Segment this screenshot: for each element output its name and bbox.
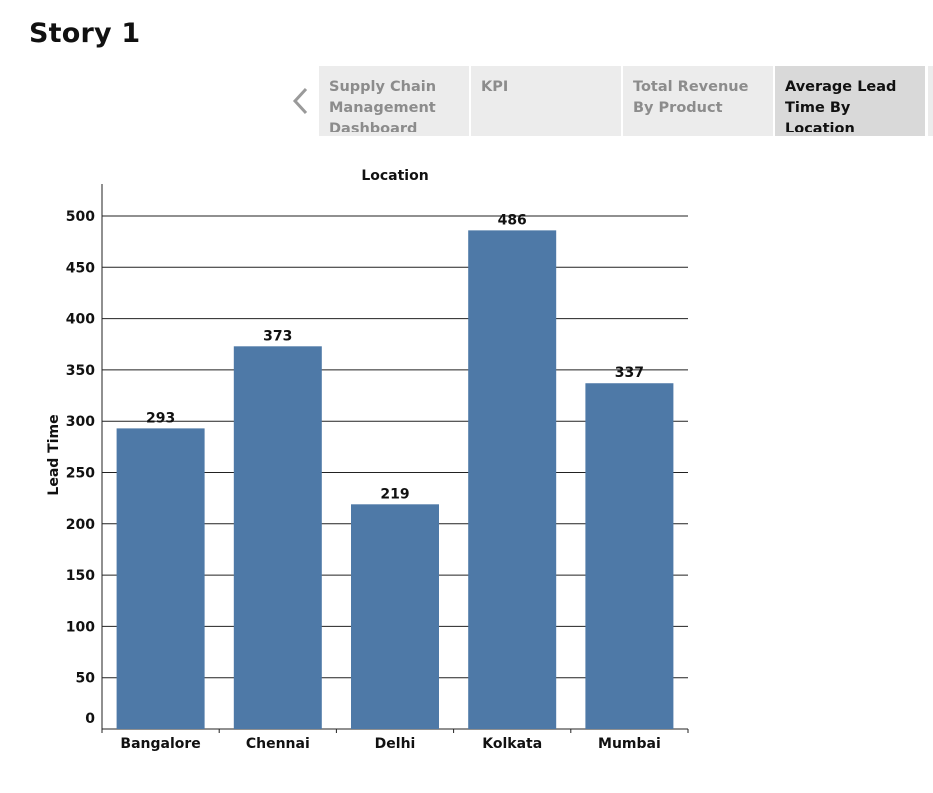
y-tick-label: 350: [66, 363, 95, 379]
y-tick-label: 450: [66, 260, 95, 276]
data-label: 219: [380, 486, 409, 502]
tab-kpi[interactable]: KPI: [471, 66, 621, 136]
tab-label: Average Lead Time By Location: [785, 79, 897, 132]
previous-tab-button[interactable]: [284, 76, 318, 126]
y-tick-label: 250: [66, 466, 95, 482]
y-tick-label: 50: [76, 671, 96, 687]
y-tick-label: 150: [66, 568, 95, 584]
y-tick-label: 200: [66, 517, 95, 533]
bar: [233, 346, 322, 729]
y-axis-label: Lead Time: [46, 414, 62, 495]
data-label: 373: [263, 328, 292, 344]
tab-overflow-edge: [928, 66, 933, 136]
data-label: 293: [146, 410, 175, 426]
chart-title: Location: [361, 168, 428, 184]
x-tick-label: Kolkata: [482, 736, 542, 752]
x-tick-label: Delhi: [375, 736, 416, 752]
y-tick-label: 0: [85, 711, 95, 727]
story-title: Story 1: [29, 18, 141, 49]
story-tabs: Supply Chain Management Dashboard KPI To…: [319, 66, 933, 136]
x-tick-label: Bangalore: [120, 736, 200, 752]
tab-total-revenue-by-product[interactable]: Total Revenue By Product: [623, 66, 773, 136]
y-tick-label: 500: [66, 209, 95, 225]
y-tick-label: 300: [66, 414, 95, 430]
y-tick-label: 400: [66, 312, 95, 328]
data-label: 337: [615, 365, 644, 381]
y-tick-label: 100: [66, 619, 95, 635]
tab-average-lead-time-by-location[interactable]: Average Lead Time By Location: [775, 66, 925, 136]
data-label: 486: [498, 212, 527, 228]
tab-supply-chain-management-dashboard[interactable]: Supply Chain Management Dashboard: [319, 66, 469, 136]
plot-area: 0 50 100 150 200 250 300 350 400 450 500 293 Bangalo…: [66, 184, 689, 752]
tab-label: KPI: [481, 79, 509, 95]
tab-label: Total Revenue By Product: [633, 79, 749, 116]
bar: [351, 504, 439, 729]
tab-label: Supply Chain Management Dashboard: [329, 79, 437, 132]
bar: [585, 383, 674, 729]
bar: [468, 230, 557, 729]
x-tick-label: Chennai: [246, 736, 310, 752]
chevron-left-icon: [292, 87, 308, 115]
bar: [116, 428, 205, 729]
x-tick-label: Mumbai: [598, 736, 661, 752]
